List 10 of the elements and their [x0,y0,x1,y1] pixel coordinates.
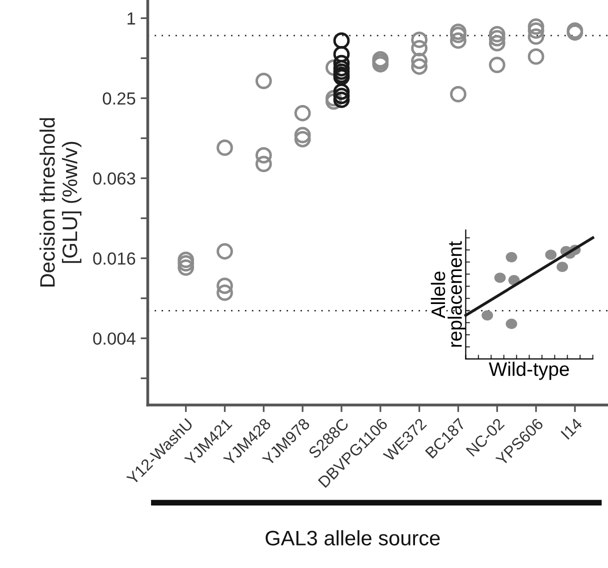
y-tick-label: 1 [128,12,136,24]
y-tick-label: 0.25 [102,92,136,105]
y-tick-label: 0.016 [93,252,136,265]
x-axis-title: GAL3 allele source [266,530,440,546]
y-tick-label: 0.004 [93,332,136,345]
y-tick-label: 0.063 [93,172,136,185]
text: Wild-type [488,362,569,380]
text: Allele replacement [430,241,466,347]
y-axis-title: Decision threshold [GLU] (%w/v) [40,118,82,286]
x-tick-label: I14 [560,418,583,440]
